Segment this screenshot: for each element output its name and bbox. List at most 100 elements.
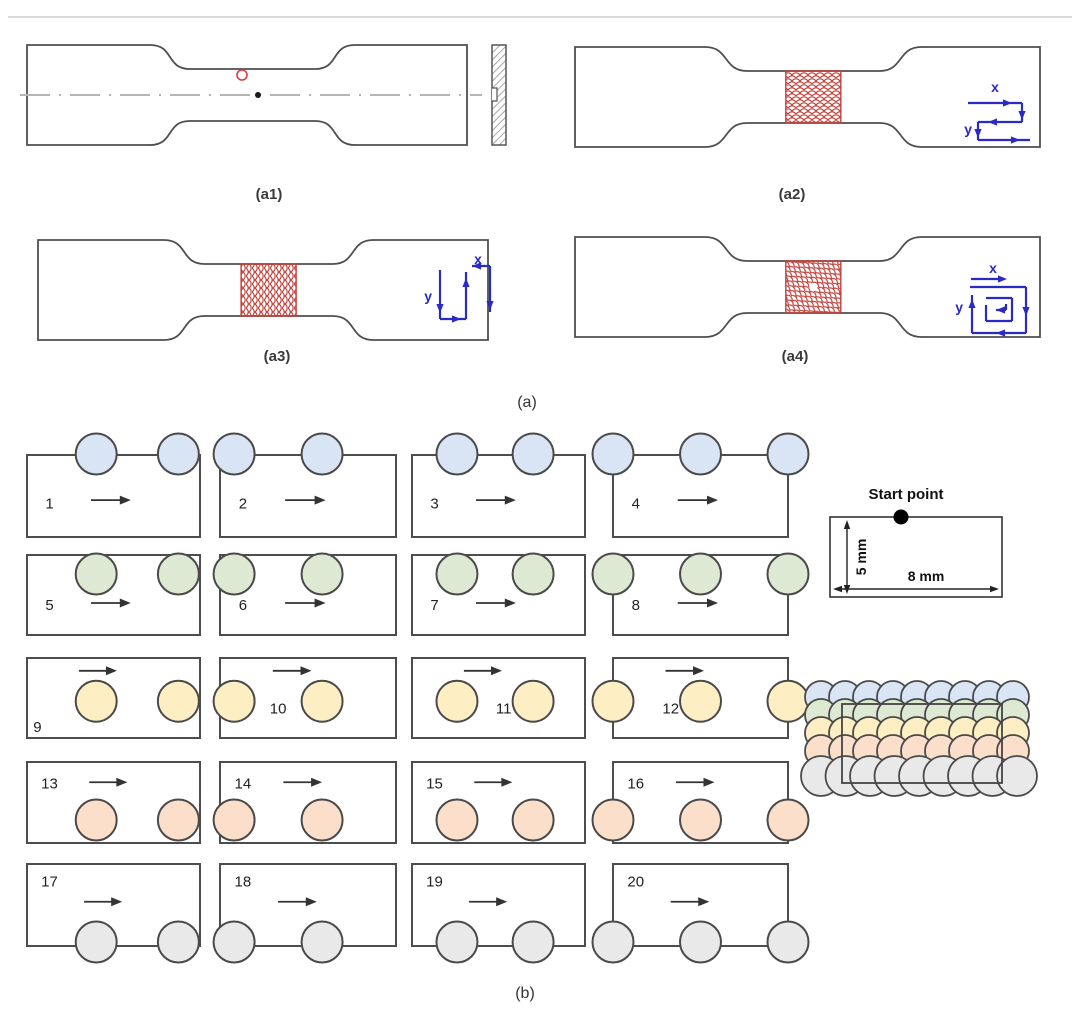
scan-patch-a2 <box>785 70 842 124</box>
scan-direction-arrow-head <box>116 777 128 787</box>
sample-number: 11 <box>496 701 512 718</box>
raster-x-path-icon-head <box>1003 99 1012 107</box>
track-circle-blue <box>435 432 479 476</box>
sample-cell-15: 15 <box>411 761 586 844</box>
raster-y-path-icon-head <box>472 262 481 270</box>
sample-number: 17 <box>41 874 58 891</box>
raster-y-path-icon-head <box>462 278 470 287</box>
scan-direction-arrow-head <box>314 495 326 505</box>
scan-direction-arrow-head <box>504 495 516 505</box>
track-circle-blue <box>766 432 810 476</box>
track-circle-yellow <box>766 679 810 723</box>
sample-cell-14: 14 <box>212 761 397 844</box>
sample-cell-18: 18 <box>212 863 397 964</box>
a4-x-axis-label: x <box>989 260 997 276</box>
sample-cell-1: 1 <box>26 432 201 538</box>
track-circle-yellow <box>74 679 118 723</box>
label-panel-b: (b) <box>515 985 535 1002</box>
sample-cell-2: 2 <box>212 432 397 538</box>
track-circle-blue <box>156 432 200 476</box>
sample-number: 4 <box>632 496 640 513</box>
scan-direction-arrow-head <box>698 897 710 907</box>
track-circle-green <box>212 552 256 596</box>
sample-cell-16: 16 <box>591 761 810 844</box>
track-circle-green <box>591 552 635 596</box>
scan-direction-arrow-head <box>707 495 718 505</box>
sample-cell-6: 6 <box>212 552 397 636</box>
sample-cell-9: 9 <box>26 657 201 739</box>
track-circle-green <box>300 552 344 596</box>
scan-direction-arrow-head <box>504 598 516 608</box>
sample-cell-5: 5 <box>26 552 201 636</box>
track-circle-blue <box>511 432 555 476</box>
track-circle-green <box>766 552 810 596</box>
label-a3: (a3) <box>264 348 291 365</box>
track-circle-green <box>435 552 479 596</box>
track-circle-yellow <box>212 679 256 723</box>
sample-number: 15 <box>426 775 443 792</box>
track-circle-gray <box>591 920 635 964</box>
scan-direction-arrow-head <box>300 666 312 676</box>
label-a4: (a4) <box>782 348 809 365</box>
scan-direction-arrow-head <box>496 897 508 907</box>
figure-labels: (a1) (a2) (a3) (a4) (a) (b) x y x y x y … <box>256 79 999 1002</box>
sample-number: 10 <box>270 701 287 718</box>
track-circle-blue <box>679 432 722 476</box>
sample-cell-7: 7 <box>411 552 586 636</box>
raster-y-path-icon-head <box>486 301 494 310</box>
sample-number: 8 <box>632 597 640 614</box>
width-arrow-head <box>833 585 842 593</box>
track-circle-yellow <box>300 679 344 723</box>
sample-number: 20 <box>627 874 644 891</box>
sample-cell-13: 13 <box>26 761 201 844</box>
scan-direction-arrow-head <box>490 666 502 676</box>
center-dot <box>255 92 261 98</box>
sample-number: 7 <box>430 597 438 614</box>
scan-direction-arrow-head <box>501 777 513 787</box>
raster-y-path-icon-head <box>452 315 461 323</box>
spiral-center-dot <box>809 283 818 291</box>
sample-number: 3 <box>430 496 438 513</box>
overlap-track-gray <box>996 755 1038 797</box>
spiral-path-icon-head <box>968 299 976 308</box>
scan-direction-arrow-head <box>314 598 326 608</box>
sample-number: 14 <box>235 775 252 792</box>
track-circle-yellow <box>435 679 479 723</box>
scan-direction-arrow-head <box>119 495 131 505</box>
a3-y-axis-label: y <box>424 288 432 304</box>
scan-direction-arrow-head <box>703 777 715 787</box>
sample-cell-8: 8 <box>591 552 810 636</box>
track-circle-green <box>511 552 555 596</box>
sample-number: 19 <box>426 874 443 891</box>
sample-rect <box>411 761 586 844</box>
raster-x-path-icon-head <box>1018 111 1026 120</box>
scan-direction-arrow-head <box>311 777 323 787</box>
spiral-path-icon-head <box>996 329 1005 337</box>
raster-y-path-icon-head <box>436 304 444 313</box>
raster-x-path-icon-head <box>1011 136 1020 144</box>
spiral-path-icon-head <box>1022 307 1030 316</box>
track-circle-blue <box>300 432 344 476</box>
scan-patch-a3 <box>240 263 297 317</box>
label-a1: (a1) <box>256 186 283 203</box>
sample-cell-10: 10 <box>212 657 397 739</box>
sample-cell-3: 3 <box>411 432 586 538</box>
scan-direction-arrow-head <box>305 897 317 907</box>
start-point-diagram <box>829 509 1003 598</box>
sample-number: 16 <box>627 775 644 792</box>
scan-direction-arrow-head <box>693 666 704 676</box>
scan-direction-arrow-head <box>707 598 718 608</box>
track-circle-green <box>74 552 118 596</box>
sample-number: 1 <box>45 496 53 513</box>
raster-x-path-icon-head <box>974 129 982 138</box>
a3-x-axis-label: x <box>474 251 482 267</box>
track-circle-yellow <box>511 679 555 723</box>
sample-cell-17: 17 <box>26 863 201 964</box>
sample-number: 9 <box>33 719 41 736</box>
gauge-mark-circle <box>236 69 248 81</box>
sample-number: 5 <box>45 597 53 614</box>
track-circle-green <box>156 552 200 596</box>
dimension-rect <box>829 516 1003 598</box>
